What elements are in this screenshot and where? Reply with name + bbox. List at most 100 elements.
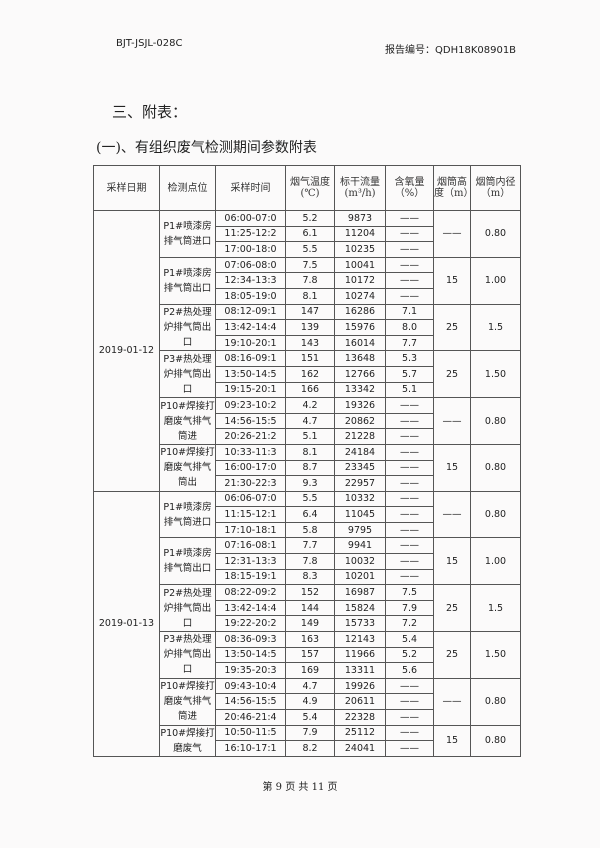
section-title: 三、附表： xyxy=(112,103,188,121)
document-code: BJT-JSJL-028C xyxy=(116,38,183,49)
stack-height: —— xyxy=(433,677,471,726)
flue-gas-temp: 143 xyxy=(285,334,335,352)
col-point: 检测点位 xyxy=(159,165,216,211)
sampling-time: 21:30-22:3 xyxy=(215,475,286,492)
flue-gas-temp: 162 xyxy=(285,365,335,383)
sampling-time: 08:16-09:1 xyxy=(215,350,286,367)
table-row: 16:10-17:1 8.2 24041 —— xyxy=(94,740,521,757)
oxygen-content: 5.6 xyxy=(385,662,434,679)
sampling-time: 08:36-09:3 xyxy=(215,631,286,648)
sampling-date: 2019-01-13 xyxy=(93,490,160,757)
oxygen-content: 7.7 xyxy=(385,334,434,352)
stack-diameter: 0.80 xyxy=(470,397,521,445)
std-dry-flow: 16987 xyxy=(334,584,386,601)
sampling-time: 12:34-13:3 xyxy=(215,272,286,289)
flue-gas-temp: 144 xyxy=(285,599,335,617)
flue-gas-temp: 5.5 xyxy=(285,490,335,508)
flue-gas-temp: 5.1 xyxy=(285,428,335,445)
flue-gas-temp: 8.2 xyxy=(285,740,335,757)
oxygen-content: —— xyxy=(385,693,434,710)
std-dry-flow: 16286 xyxy=(334,303,386,321)
stack-diameter: 1.00 xyxy=(470,537,521,586)
flue-gas-temp: 8.7 xyxy=(285,459,335,477)
oxygen-content: —— xyxy=(385,241,434,258)
sampling-date: 2019-01-12 xyxy=(93,210,160,492)
flue-gas-temp: 5.8 xyxy=(285,521,335,539)
table-row: P10#焊接打磨废气 10:50-11:5 7.9 25112 —— 15 0.80 xyxy=(94,724,521,757)
sampling-time: 13:42-14:4 xyxy=(215,319,286,336)
table-row: 2019-01-13 P1#喷漆房排气筒进口 06:06-07:0 5.5 10332—… xyxy=(93,490,521,757)
sampling-time: 12:31-13:3 xyxy=(215,553,286,570)
std-dry-flow: 11966 xyxy=(334,646,386,664)
std-dry-flow: 13311 xyxy=(334,662,386,679)
table-row: P2#热处理炉排气筒出口 08:12-09:1 147 16286 7.1 25 1.5 xyxy=(94,303,521,352)
sampling-time: 14:56-15:5 xyxy=(215,693,286,710)
flue-gas-temp: 4.2 xyxy=(285,397,335,414)
oxygen-content: —— xyxy=(385,724,434,742)
oxygen-content: —— xyxy=(385,521,434,539)
std-dry-flow: 15733 xyxy=(334,615,386,633)
oxygen-content: 7.9 xyxy=(385,599,434,617)
std-dry-flow: 19926 xyxy=(334,677,386,695)
flue-gas-temp: 5.5 xyxy=(285,241,335,258)
std-dry-flow: 10201 xyxy=(334,568,386,586)
table-row: 13:50-14:5 162 12766 5.7 xyxy=(94,365,521,383)
std-dry-flow: 10235 xyxy=(334,241,386,258)
sampling-time: 20:46-21:4 xyxy=(215,709,286,726)
col-oxygen: 含氧量（%） xyxy=(385,165,434,211)
std-dry-flow: 10172 xyxy=(334,272,386,289)
flue-gas-temp: 8.3 xyxy=(285,568,335,586)
parameter-table: 采样日期 检测点位 采样时间 烟气温度(℃) 标干流量(m³/h) 含氧量（%）… xyxy=(93,165,521,757)
table-row: 11:25-12:2 6.1 11204 —— xyxy=(94,225,521,243)
std-dry-flow: 13648 xyxy=(334,350,386,367)
stack-height: 15 xyxy=(433,256,471,305)
oxygen-content: —— xyxy=(385,677,434,695)
sampling-time: 14:56-15:5 xyxy=(215,412,286,430)
sampling-time: 19:10-20:1 xyxy=(215,334,286,352)
sampling-time: 07:16-08:1 xyxy=(215,537,286,555)
std-dry-flow: 10041 xyxy=(334,256,386,274)
sub-title: (一)、有组织废气检测期间参数附表 xyxy=(96,140,317,156)
oxygen-content: —— xyxy=(385,709,434,726)
flue-gas-temp: 5.4 xyxy=(285,709,335,726)
table-row: 12:34-13:3 7.8 10172 —— xyxy=(94,272,521,289)
flue-gas-temp: 5.2 xyxy=(285,210,335,227)
col-time: 采样时间 xyxy=(215,165,286,211)
monitoring-point: P3#热处理炉排气筒出口 xyxy=(159,350,216,399)
table-row: 19:35-20:3 169 13311 5.6 xyxy=(94,662,521,679)
std-dry-flow: 11045 xyxy=(334,506,386,523)
std-dry-flow: 12143 xyxy=(334,631,386,648)
table-row: 2019-01-12 P1#喷漆房排气筒进口 06:00-07:0 5.2 9873 ——… xyxy=(93,210,521,492)
table-row: P3#热处理炉排气筒出口 08:36-09:3 163 12143 5.4 25 1.50 xyxy=(94,631,521,679)
stack-height: 15 xyxy=(433,537,471,586)
sampling-time: 19:35-20:3 xyxy=(215,662,286,679)
table-header: 采样日期 检测点位 采样时间 烟气温度(℃) 标干流量(m³/h) 含氧量（%）… xyxy=(93,165,521,211)
sampling-time: 13:50-14:5 xyxy=(215,646,286,664)
col-flow: 标干流量(m³/h) xyxy=(334,165,386,211)
report-number: 报告编号：QDH18K08901B xyxy=(385,45,517,56)
sampling-time: 08:22-09:2 xyxy=(215,584,286,601)
std-dry-flow: 20611 xyxy=(334,693,386,710)
oxygen-content: —— xyxy=(385,443,434,461)
monitoring-point: P10#焊接打磨废气排气筒进 xyxy=(159,677,216,726)
flue-gas-temp: 152 xyxy=(285,584,335,601)
stack-diameter: 0.80 xyxy=(470,210,521,258)
stack-diameter: 1.50 xyxy=(470,631,521,679)
page-footer: 第 9 页 共 11 页 xyxy=(262,782,338,793)
sampling-time: 13:50-14:5 xyxy=(215,365,286,383)
flue-gas-temp: 7.7 xyxy=(285,537,335,555)
sampling-time: 13:42-14:4 xyxy=(215,599,286,617)
sampling-time: 17:00-18:0 xyxy=(215,241,286,258)
stack-diameter: 1.5 xyxy=(470,584,521,633)
flue-gas-temp: 7.8 xyxy=(285,272,335,289)
oxygen-content: 5.7 xyxy=(385,365,434,383)
std-dry-flow: 22957 xyxy=(334,475,386,492)
std-dry-flow: 11204 xyxy=(334,225,386,243)
std-dry-flow: 13342 xyxy=(334,381,386,399)
stack-height: —— xyxy=(433,490,471,539)
flue-gas-temp: 147 xyxy=(285,303,335,321)
flue-gas-temp: 149 xyxy=(285,615,335,633)
oxygen-content: 7.1 xyxy=(385,303,434,321)
table-row: 13:42-14:4 144 15824 7.9 xyxy=(94,599,521,617)
col-date: 采样日期 xyxy=(93,165,160,211)
